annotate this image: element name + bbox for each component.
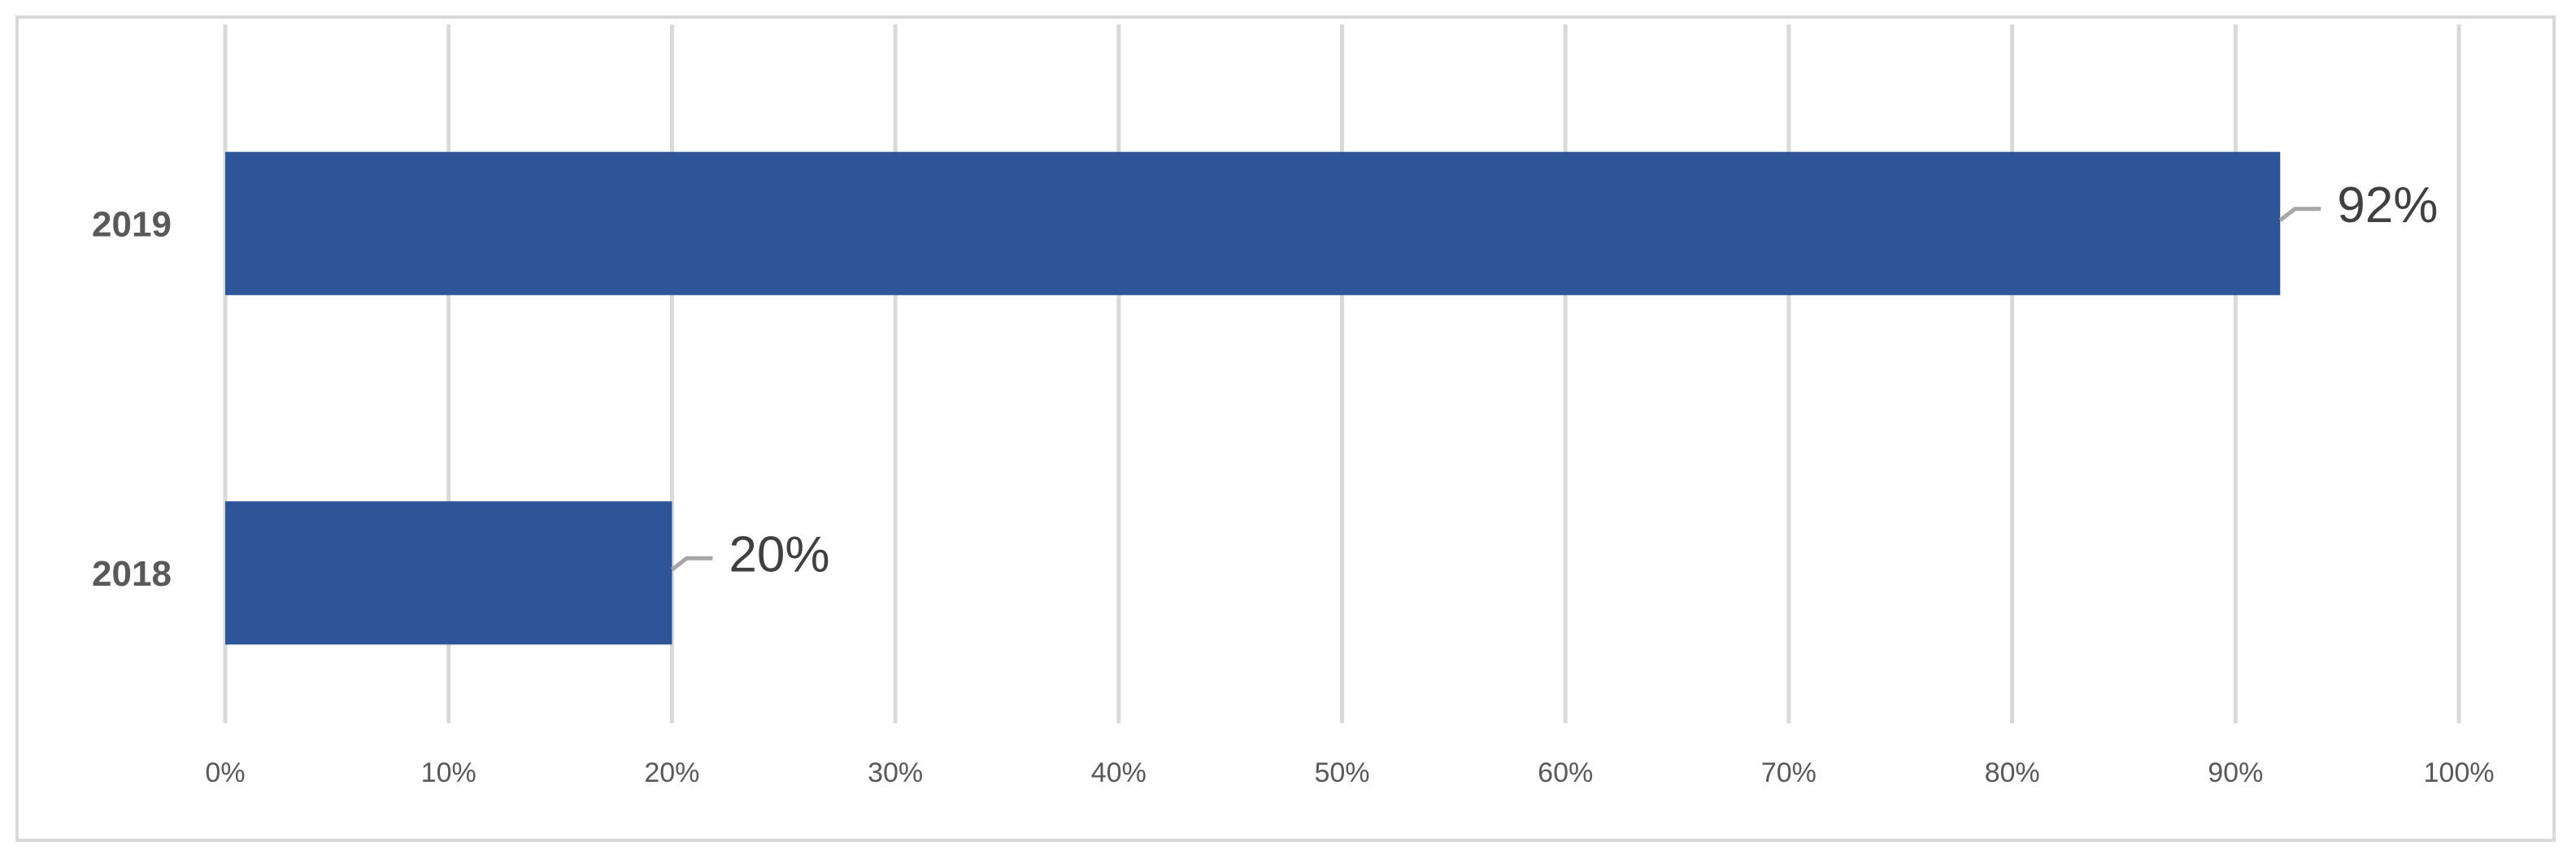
x-tick-label: 30% xyxy=(868,757,923,788)
x-tick-label: 60% xyxy=(1538,757,1593,788)
bar xyxy=(225,151,2281,295)
y-tick-label: 2019 xyxy=(92,204,172,244)
chart-border xyxy=(15,15,2556,842)
leader-line xyxy=(2278,207,2321,222)
leader-line xyxy=(670,556,713,572)
x-tick-label: 70% xyxy=(1761,757,1817,788)
x-tick-label: 90% xyxy=(2208,757,2263,788)
x-tick-label: 40% xyxy=(1091,757,1147,788)
x-tick-label: 80% xyxy=(1985,757,2040,788)
value-label: 20% xyxy=(729,527,829,583)
value-label: 92% xyxy=(2337,177,2438,233)
x-tick-label: 0% xyxy=(205,757,245,788)
x-tick-label: 10% xyxy=(421,757,476,788)
x-tick-label: 100% xyxy=(2424,757,2495,788)
x-tick-label: 50% xyxy=(1314,757,1369,788)
y-tick-label: 2018 xyxy=(92,554,172,594)
bar xyxy=(225,501,672,645)
x-tick-label: 20% xyxy=(644,757,699,788)
